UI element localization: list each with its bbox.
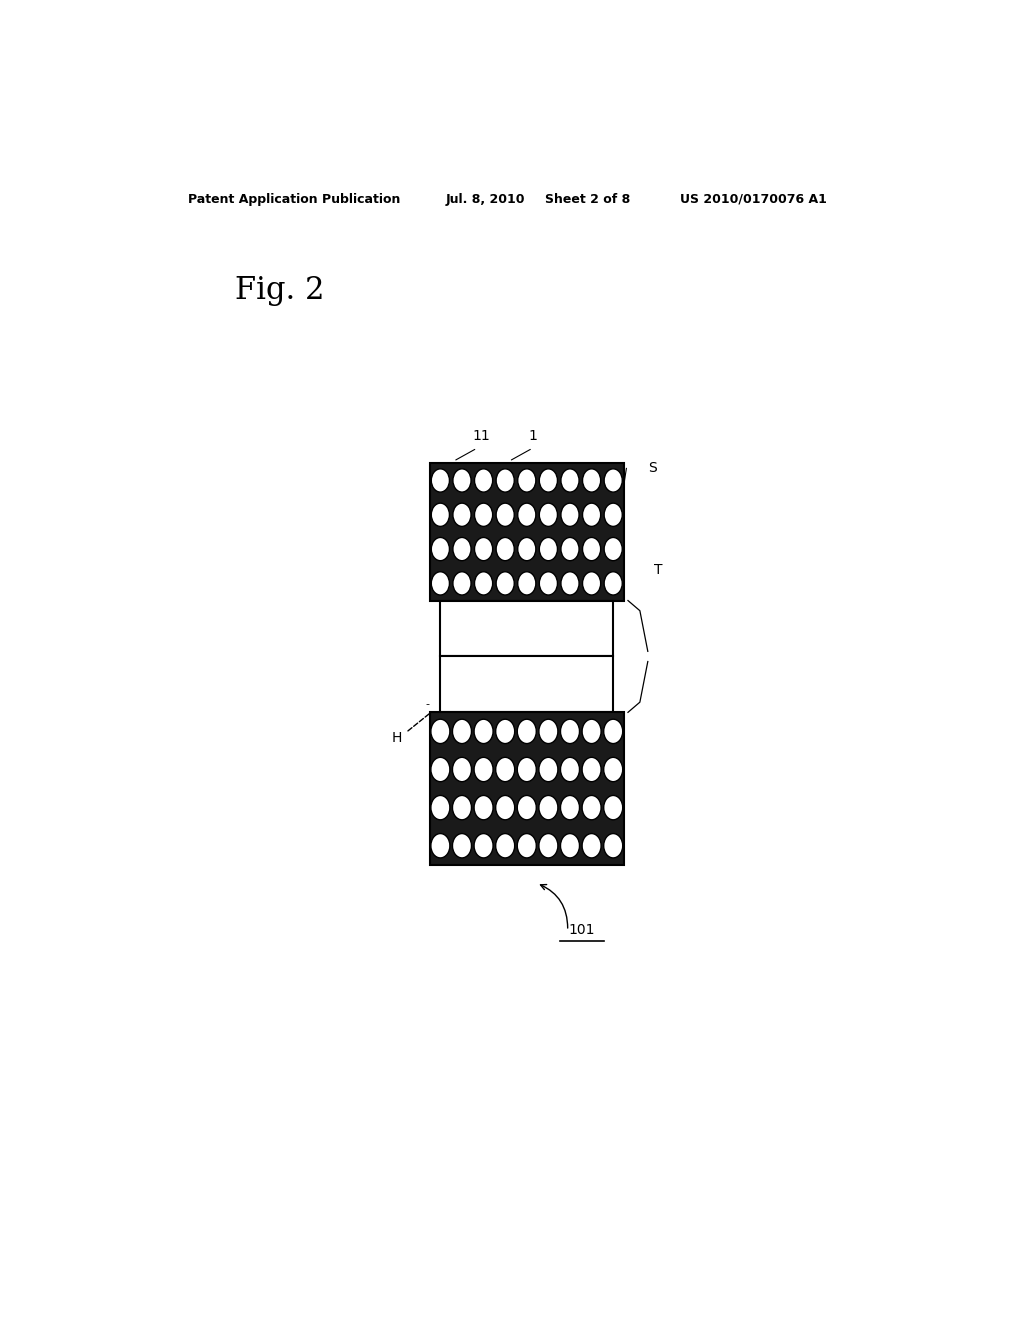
Circle shape bbox=[539, 833, 558, 858]
Circle shape bbox=[518, 469, 536, 492]
Circle shape bbox=[518, 503, 536, 527]
Circle shape bbox=[518, 572, 536, 595]
Circle shape bbox=[474, 833, 494, 858]
Circle shape bbox=[474, 572, 493, 595]
Bar bbox=[430, 463, 624, 601]
Text: H: H bbox=[391, 731, 401, 744]
Circle shape bbox=[539, 758, 558, 781]
Text: 1: 1 bbox=[528, 429, 538, 444]
Circle shape bbox=[582, 796, 601, 820]
Circle shape bbox=[604, 833, 623, 858]
Text: Jul. 8, 2010: Jul. 8, 2010 bbox=[445, 193, 525, 206]
Circle shape bbox=[517, 796, 537, 820]
Circle shape bbox=[453, 758, 471, 781]
Circle shape bbox=[539, 719, 558, 743]
Circle shape bbox=[474, 758, 494, 781]
FancyArrowPatch shape bbox=[541, 884, 567, 928]
Circle shape bbox=[453, 572, 471, 595]
Circle shape bbox=[560, 796, 580, 820]
Circle shape bbox=[604, 469, 623, 492]
Text: T: T bbox=[654, 564, 663, 577]
Circle shape bbox=[560, 833, 580, 858]
Circle shape bbox=[583, 572, 601, 595]
Circle shape bbox=[540, 537, 557, 561]
Circle shape bbox=[474, 719, 494, 743]
Circle shape bbox=[453, 503, 471, 527]
Bar bbox=[430, 713, 624, 865]
Circle shape bbox=[431, 833, 450, 858]
Circle shape bbox=[583, 503, 601, 527]
Text: Patent Application Publication: Patent Application Publication bbox=[187, 193, 400, 206]
Circle shape bbox=[540, 469, 557, 492]
Circle shape bbox=[431, 572, 450, 595]
Circle shape bbox=[604, 758, 623, 781]
Circle shape bbox=[496, 469, 514, 492]
Bar bbox=[440, 656, 613, 713]
Circle shape bbox=[604, 572, 623, 595]
Circle shape bbox=[431, 537, 450, 561]
Circle shape bbox=[517, 758, 537, 781]
Text: 101: 101 bbox=[568, 923, 595, 937]
Text: -: - bbox=[425, 700, 429, 709]
Circle shape bbox=[561, 537, 579, 561]
Circle shape bbox=[583, 537, 601, 561]
Circle shape bbox=[453, 796, 471, 820]
Circle shape bbox=[560, 758, 580, 781]
Circle shape bbox=[431, 719, 450, 743]
Circle shape bbox=[496, 833, 515, 858]
Circle shape bbox=[540, 503, 557, 527]
Circle shape bbox=[582, 758, 601, 781]
Circle shape bbox=[604, 503, 623, 527]
Circle shape bbox=[604, 537, 623, 561]
Circle shape bbox=[561, 469, 579, 492]
Circle shape bbox=[431, 503, 450, 527]
Circle shape bbox=[453, 833, 471, 858]
Circle shape bbox=[560, 719, 580, 743]
Circle shape bbox=[496, 796, 515, 820]
Circle shape bbox=[496, 758, 515, 781]
Circle shape bbox=[539, 796, 558, 820]
Bar bbox=[440, 601, 613, 656]
Circle shape bbox=[474, 469, 493, 492]
Circle shape bbox=[474, 796, 494, 820]
Circle shape bbox=[496, 572, 514, 595]
Circle shape bbox=[496, 537, 514, 561]
Circle shape bbox=[496, 719, 515, 743]
Circle shape bbox=[431, 758, 450, 781]
Circle shape bbox=[474, 537, 493, 561]
Text: S: S bbox=[648, 462, 656, 475]
Circle shape bbox=[453, 537, 471, 561]
Text: US 2010/0170076 A1: US 2010/0170076 A1 bbox=[680, 193, 826, 206]
Circle shape bbox=[431, 796, 450, 820]
Circle shape bbox=[561, 503, 579, 527]
Circle shape bbox=[517, 719, 537, 743]
Circle shape bbox=[604, 719, 623, 743]
Circle shape bbox=[604, 796, 623, 820]
Circle shape bbox=[431, 469, 450, 492]
Circle shape bbox=[517, 833, 537, 858]
Circle shape bbox=[518, 537, 536, 561]
Circle shape bbox=[474, 503, 493, 527]
Circle shape bbox=[583, 469, 601, 492]
Text: Fig. 2: Fig. 2 bbox=[236, 276, 325, 306]
Circle shape bbox=[453, 719, 471, 743]
Text: 11: 11 bbox=[472, 429, 490, 444]
Circle shape bbox=[540, 572, 557, 595]
Circle shape bbox=[582, 719, 601, 743]
Text: Sheet 2 of 8: Sheet 2 of 8 bbox=[545, 193, 630, 206]
Circle shape bbox=[496, 503, 514, 527]
Circle shape bbox=[582, 833, 601, 858]
Circle shape bbox=[453, 469, 471, 492]
Circle shape bbox=[561, 572, 579, 595]
